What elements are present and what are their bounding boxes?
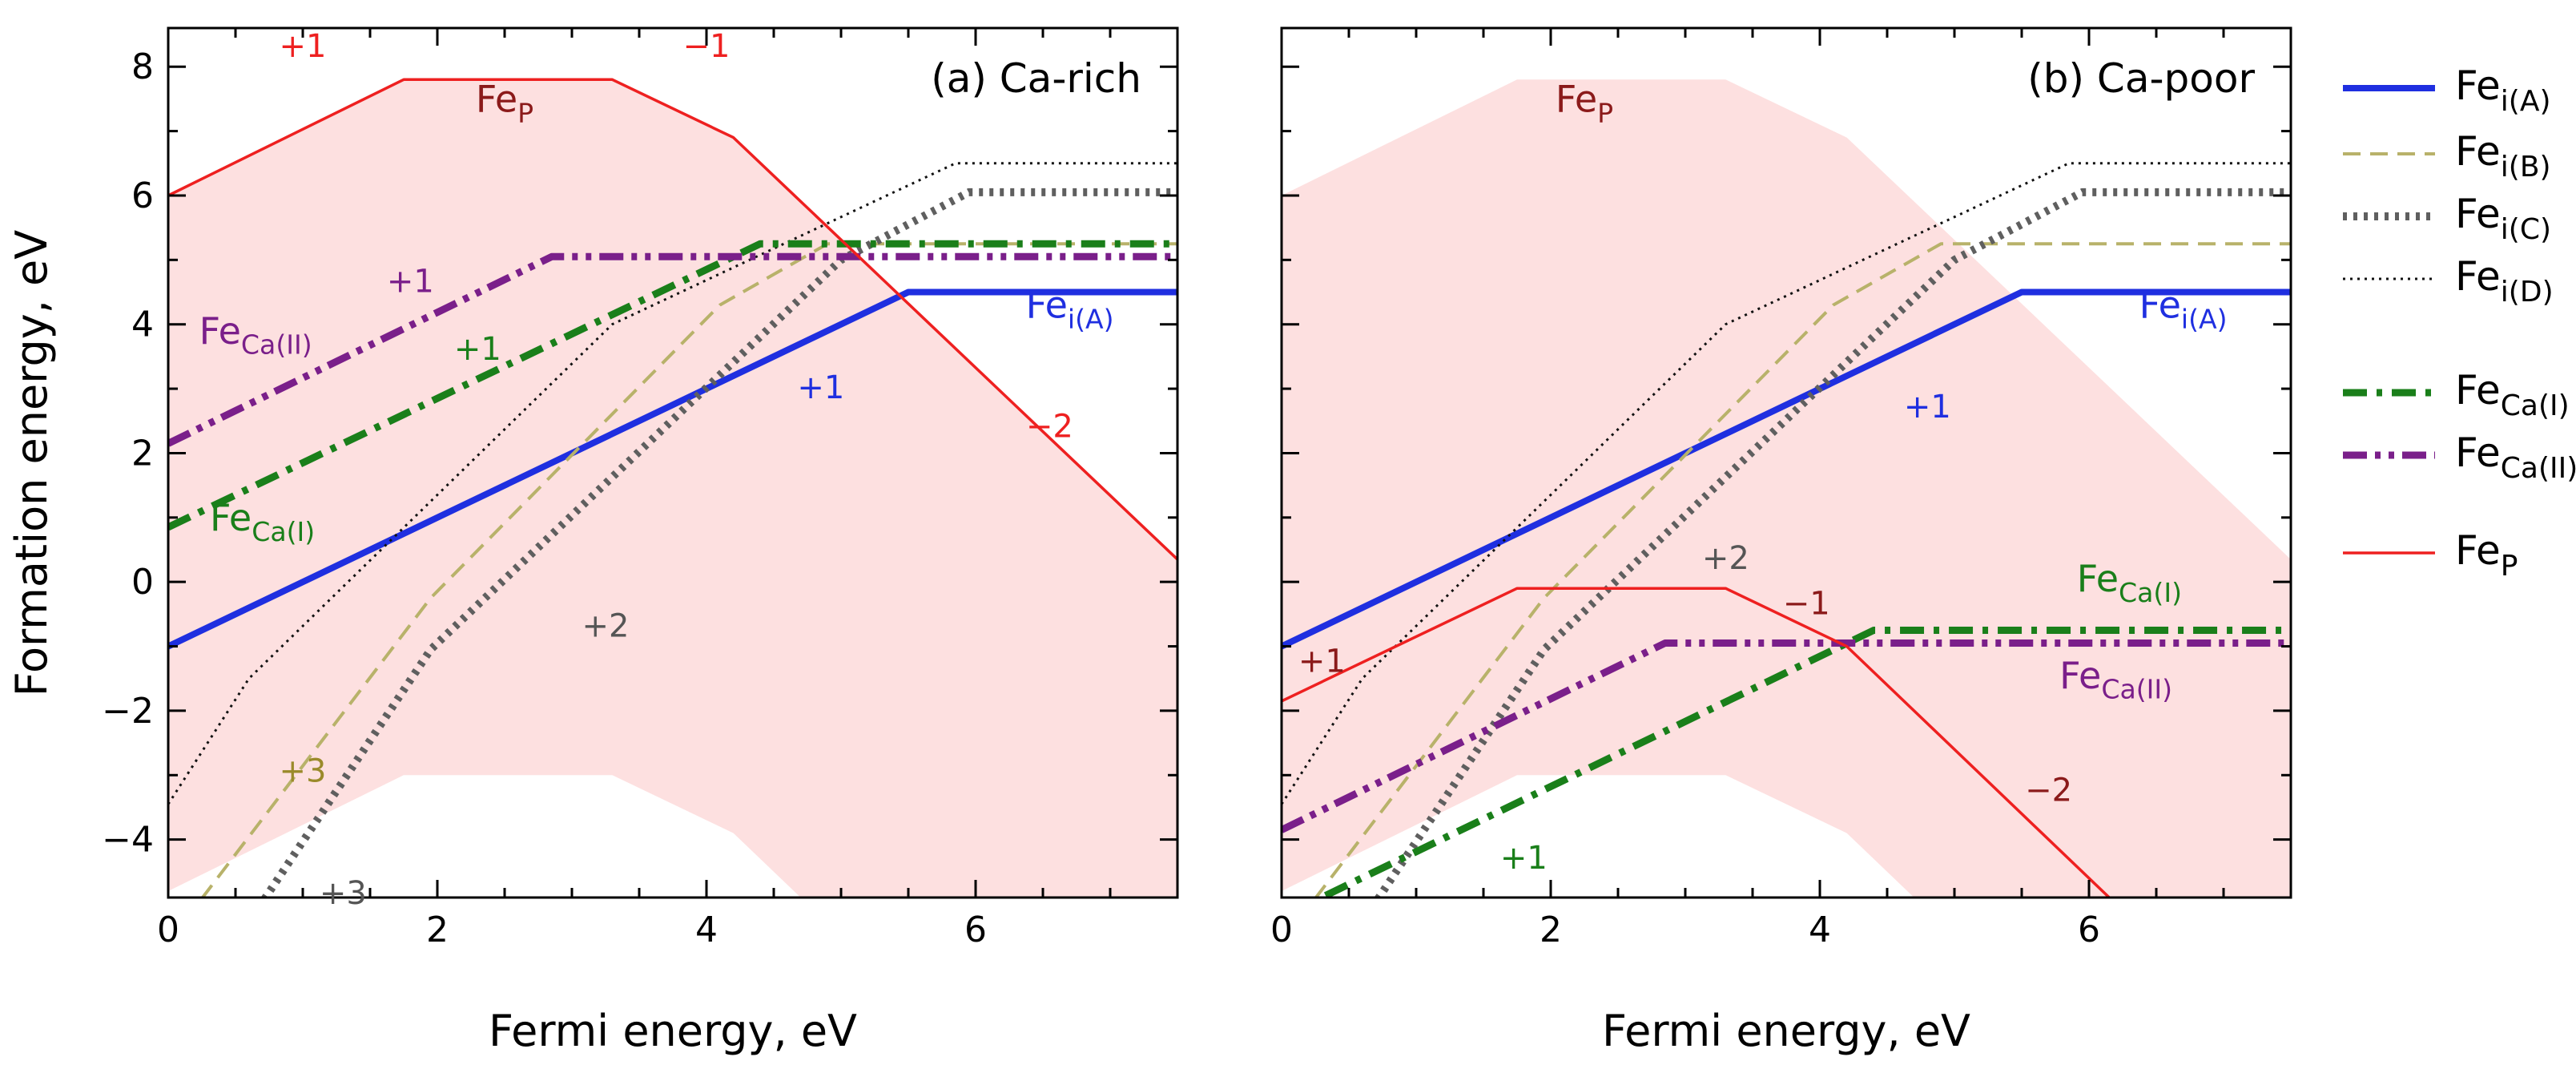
legend-label: Fei(A): [2455, 63, 2551, 118]
panel-title: (b) Ca-poor: [2027, 55, 2255, 102]
charge-label: +3: [280, 752, 327, 789]
x-tick-label: 2: [426, 910, 449, 950]
panel-b-ca-poor: 0 2 4 6 (b) Ca-poor FeP Fei(A) +1 +2 FeCa(I) FeCa(…: [1270, 26, 2292, 950]
label-fe-p: FeP: [476, 77, 533, 128]
label-fe-i-a: Fei(A): [2139, 284, 2228, 335]
series-fe-i-b: [1314, 242, 2291, 898]
legend-label: Fei(B): [2455, 128, 2551, 184]
y-tick-label: −2: [102, 691, 154, 732]
y-tick-label: −4: [102, 820, 154, 861]
plot-frame: [1280, 26, 2292, 899]
legend-entry-p: FeP: [2343, 527, 2518, 583]
x-tick-label: 6: [964, 910, 987, 950]
y-tick-label: 0: [131, 562, 154, 603]
y-tick-label: 6: [131, 175, 154, 216]
charge-label: +1: [387, 264, 434, 301]
label-fe-ca-ii: FeCa(II): [199, 309, 312, 361]
charge-label: +2: [1702, 540, 1749, 577]
charge-label: +2: [582, 608, 630, 645]
panel-a-ca-rich: 0 2 4 6 −4 −2 0 2 4 6 8 (a) Ca-rich +1 −1 −2 FeP +1 FeCa(…: [102, 26, 1179, 950]
y-tick-label: 8: [131, 46, 154, 87]
x-axis-label-b: Fermi energy, eV: [1602, 1006, 1970, 1056]
charge-label: −2: [2025, 772, 2072, 809]
series-fe-i-b: [200, 242, 1177, 898]
charge-label: +1: [1500, 840, 1548, 877]
legend-label: FeCa(II): [2455, 430, 2576, 485]
series-fe-p: [1282, 587, 2111, 898]
legend-entry-i-a: Fei(A): [2343, 63, 2551, 118]
x-tick-label: 0: [1270, 910, 1293, 950]
series-fe-i-c: [1374, 188, 2291, 898]
legend-entry-i-d: Fei(D): [2343, 253, 2554, 309]
charge-label: +1: [1904, 389, 1951, 426]
charge-label: +1: [797, 369, 844, 406]
label-fe-ca-i: FeCa(I): [2077, 557, 2182, 608]
legend: Fei(A) Fei(B) Fei(C) Fei(D) FeCa(I) FeCa(II) F…: [2343, 63, 2576, 583]
legend-label: Fei(D): [2455, 253, 2554, 309]
series-fe-i-d: [168, 162, 1177, 805]
charge-label: +1: [454, 331, 501, 368]
legend-entry-i-c: Fei(C): [2343, 191, 2551, 246]
charge-label: +1: [280, 28, 327, 65]
plot-frame: [167, 26, 1179, 899]
legend-entry-i-b: Fei(B): [2343, 128, 2551, 184]
charge-label: +1: [1298, 643, 1346, 680]
series-fe-ca-ii: [168, 252, 1177, 447]
charge-label: −2: [1026, 408, 1073, 445]
series-fe-ca-i: [168, 240, 1177, 530]
series-fe-i-d: [1282, 162, 2291, 805]
label-fe-i-a: Fei(A): [1026, 284, 1114, 335]
series-fe-ca-i: [1313, 627, 2291, 898]
label-fe-p: FeP: [1556, 77, 1613, 128]
legend-label: FeP: [2455, 527, 2518, 583]
x-axis-label-a: Fermi energy, eV: [489, 1006, 857, 1056]
legend-label: FeCa(I): [2455, 367, 2570, 422]
x-tick-label: 4: [1809, 910, 1831, 950]
charge-label: −1: [683, 28, 731, 65]
legend-entry-ca-i: FeCa(I): [2343, 367, 2570, 422]
x-tick-label: 0: [157, 910, 179, 950]
label-fe-ca-ii: FeCa(II): [2059, 654, 2172, 705]
stable-region: [168, 79, 1177, 898]
x-tick-label: 6: [2078, 910, 2100, 950]
charge-label: −1: [1783, 585, 1830, 622]
charge-label: +3: [320, 875, 367, 912]
y-tick-label: 4: [131, 305, 154, 345]
x-tick-label: 4: [695, 910, 718, 950]
series-fe-p: [168, 78, 1177, 561]
x-tick-label: 2: [1540, 910, 1562, 950]
legend-label: Fei(C): [2455, 191, 2551, 246]
y-tick-label: 2: [131, 433, 154, 474]
panel-title: (a) Ca-rich: [931, 55, 1141, 102]
label-fe-ca-i: FeCa(I): [210, 496, 315, 547]
series-fe-i-a: [168, 288, 1177, 650]
legend-entry-ca-ii: FeCa(II): [2343, 430, 2576, 485]
series-fe-i-a: [1282, 288, 2291, 650]
series-fe-ca-ii: [1282, 639, 2291, 833]
stable-region: [1282, 79, 2291, 898]
y-axis-label: Formation energy, eV: [6, 230, 57, 696]
